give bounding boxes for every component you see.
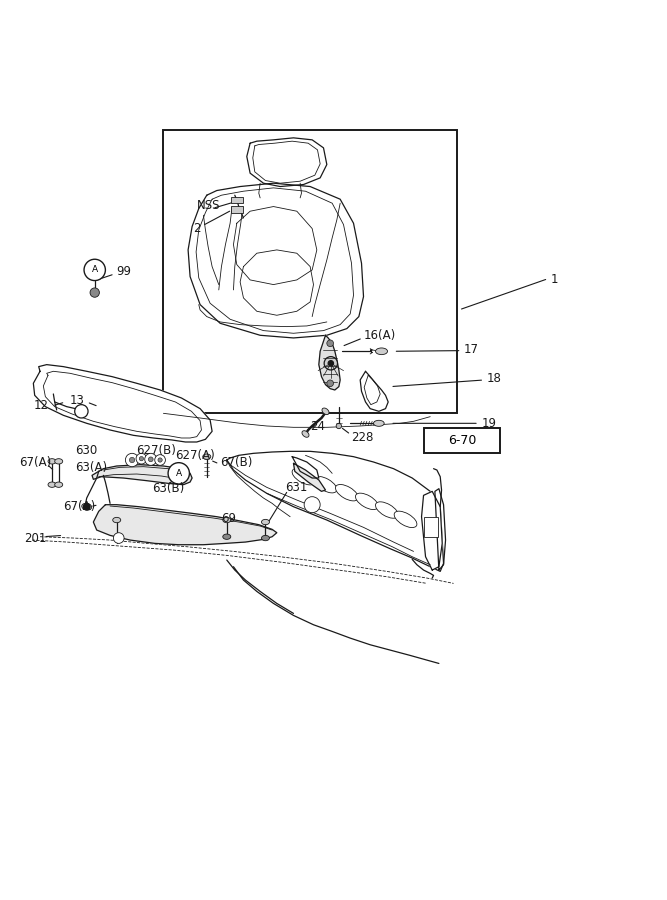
Circle shape (139, 456, 143, 461)
Ellipse shape (376, 502, 398, 518)
Text: 19: 19 (482, 418, 496, 430)
Text: 69: 69 (221, 512, 236, 526)
Bar (231, 206, 243, 212)
Circle shape (136, 454, 147, 464)
Polygon shape (292, 456, 319, 478)
Ellipse shape (336, 484, 358, 501)
Text: 201: 201 (24, 532, 47, 544)
Ellipse shape (223, 534, 231, 539)
Text: 67(B): 67(B) (220, 455, 253, 469)
Ellipse shape (48, 482, 56, 488)
Ellipse shape (336, 423, 342, 428)
Polygon shape (188, 184, 364, 338)
Ellipse shape (356, 493, 378, 509)
Text: 2: 2 (193, 222, 201, 235)
Text: 631: 631 (285, 481, 308, 494)
Ellipse shape (48, 459, 56, 464)
Ellipse shape (314, 476, 337, 493)
Text: 627(A): 627(A) (175, 449, 215, 462)
Text: 13: 13 (69, 394, 84, 407)
Text: 228: 228 (351, 431, 374, 444)
Ellipse shape (292, 469, 315, 485)
Circle shape (327, 340, 334, 346)
Ellipse shape (82, 503, 91, 510)
Circle shape (90, 288, 99, 297)
Bar (424, 428, 500, 454)
Ellipse shape (261, 536, 269, 541)
Text: 630: 630 (75, 445, 97, 457)
Circle shape (125, 454, 139, 467)
Circle shape (328, 361, 334, 366)
Ellipse shape (113, 518, 121, 523)
Polygon shape (227, 451, 444, 572)
Polygon shape (93, 505, 277, 544)
Ellipse shape (374, 420, 384, 427)
Circle shape (304, 497, 320, 513)
Ellipse shape (203, 454, 211, 459)
Ellipse shape (394, 511, 417, 527)
Ellipse shape (261, 519, 269, 525)
Ellipse shape (376, 348, 388, 355)
Ellipse shape (302, 431, 309, 437)
Text: 16(A): 16(A) (364, 328, 396, 342)
Text: 63(B): 63(B) (152, 482, 184, 495)
Bar (231, 196, 243, 203)
Ellipse shape (55, 482, 63, 488)
Circle shape (129, 457, 135, 463)
Circle shape (83, 503, 90, 510)
Polygon shape (319, 336, 340, 390)
Circle shape (155, 454, 165, 465)
Polygon shape (422, 491, 442, 570)
Text: 99: 99 (117, 265, 131, 278)
Text: 17: 17 (464, 343, 478, 356)
Circle shape (158, 458, 162, 462)
Text: 1: 1 (551, 274, 558, 286)
Text: A: A (91, 266, 98, 274)
Text: 67(A): 67(A) (63, 500, 95, 513)
Ellipse shape (55, 459, 63, 464)
Text: 63(A): 63(A) (75, 461, 107, 473)
Text: 12: 12 (33, 400, 48, 412)
Circle shape (113, 533, 124, 544)
Polygon shape (293, 464, 325, 491)
Circle shape (84, 259, 105, 281)
Circle shape (145, 454, 157, 465)
Circle shape (75, 405, 88, 418)
Bar (424, 517, 438, 536)
Text: 6-70: 6-70 (448, 434, 476, 447)
Polygon shape (33, 364, 212, 442)
Text: 24: 24 (310, 420, 325, 433)
Circle shape (148, 457, 153, 462)
Circle shape (324, 356, 338, 370)
Polygon shape (360, 372, 388, 411)
Polygon shape (92, 464, 192, 485)
Bar (163, 130, 457, 413)
Text: 18: 18 (487, 372, 502, 385)
Circle shape (327, 380, 334, 387)
Ellipse shape (223, 518, 231, 523)
Circle shape (168, 463, 189, 484)
Ellipse shape (322, 408, 329, 415)
Text: A: A (175, 469, 182, 478)
Text: NSS: NSS (197, 200, 220, 212)
Text: 627(B): 627(B) (136, 445, 176, 457)
Text: 67(A): 67(A) (19, 456, 51, 469)
Polygon shape (247, 138, 327, 186)
